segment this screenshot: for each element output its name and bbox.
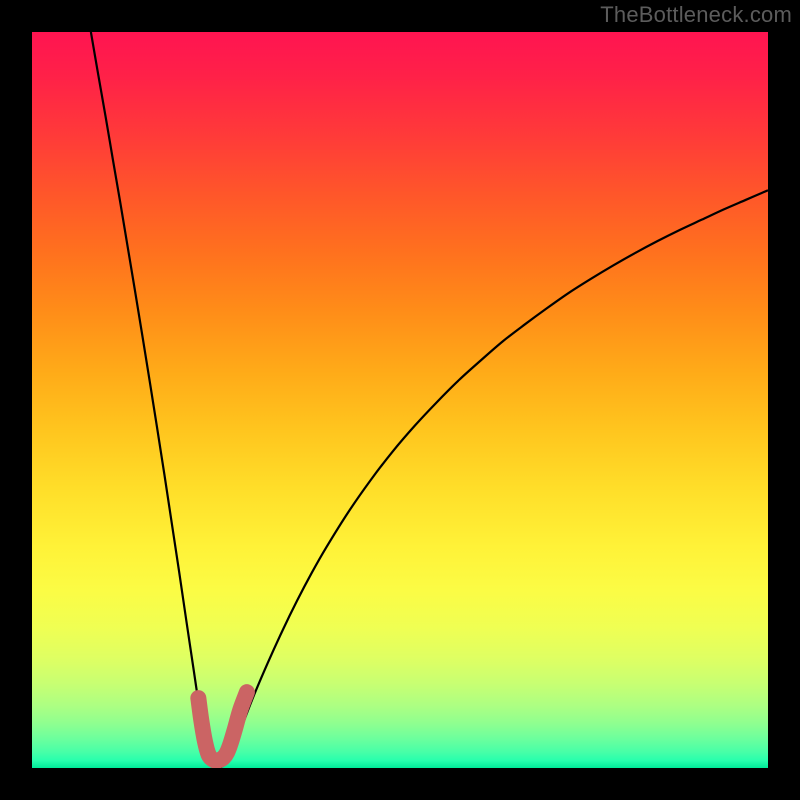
plot-svg: [32, 32, 768, 768]
chart-frame: TheBottleneck.com: [0, 0, 800, 800]
plot-area: [32, 32, 768, 768]
chart-background: [32, 32, 768, 768]
watermark-text: TheBottleneck.com: [600, 2, 792, 28]
